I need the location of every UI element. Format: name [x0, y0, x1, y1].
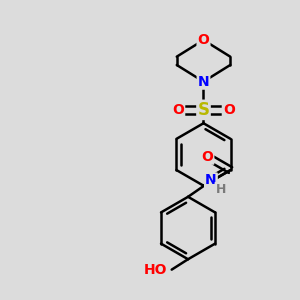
Text: O: O [198, 33, 209, 47]
Text: H: H [215, 183, 226, 196]
Text: S: S [197, 101, 209, 119]
Text: N: N [205, 173, 217, 188]
Text: HO: HO [144, 262, 167, 277]
Text: N: N [198, 75, 209, 88]
Text: O: O [223, 103, 235, 117]
Text: O: O [172, 103, 184, 117]
Text: O: O [201, 150, 213, 164]
